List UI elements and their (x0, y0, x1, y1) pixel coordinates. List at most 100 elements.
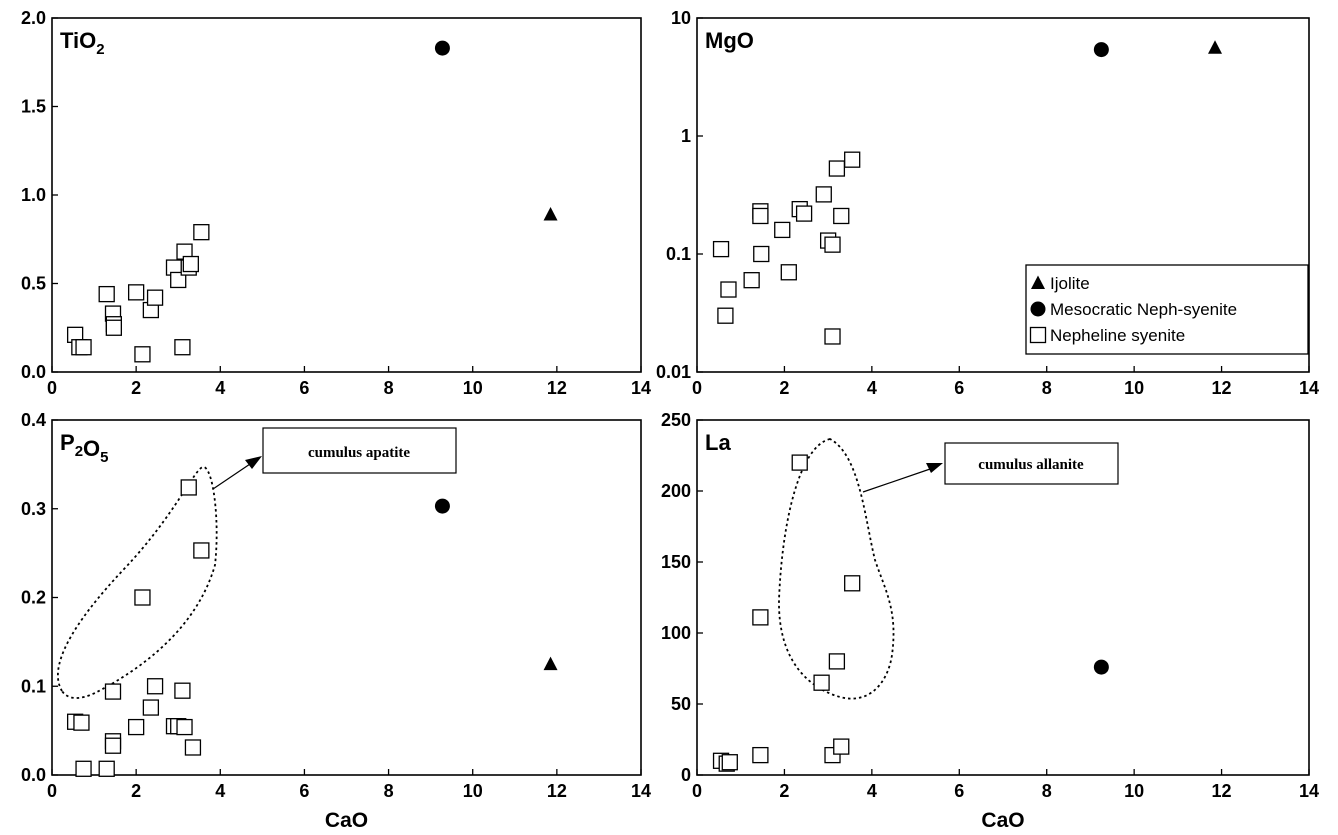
data-point (193, 224, 210, 241)
data-point (180, 479, 197, 496)
series-ijolite (543, 206, 558, 221)
y-tick-label: 0.0 (21, 362, 46, 382)
data-point (75, 339, 92, 356)
data-point (142, 699, 160, 716)
y-tick-label: 0 (681, 765, 691, 785)
x-tick-label: 14 (631, 781, 651, 801)
data-point (174, 339, 191, 356)
y-tick-label: 0.1 (666, 244, 691, 264)
series-mesocratic-neph-syenite (1093, 659, 1109, 675)
data-point (828, 653, 846, 670)
x-axis-title: CaO (981, 809, 1024, 832)
data-point (815, 186, 832, 203)
x-tick-label: 14 (1299, 781, 1319, 801)
data-point (98, 760, 115, 777)
data-point (791, 454, 808, 471)
x-tick-label: 0 (47, 781, 57, 801)
x-tick-label: 14 (631, 378, 651, 398)
data-point (170, 271, 187, 289)
x-tick-label: 6 (299, 781, 309, 801)
y-tick-label: 1.5 (21, 97, 46, 117)
x-tick-label: 2 (131, 378, 141, 398)
x-tick-label: 4 (215, 781, 225, 801)
y-tick-label: 250 (661, 410, 691, 430)
y-tick-label: 1 (681, 126, 691, 146)
series-mesocratic-neph-syenite (434, 498, 450, 514)
data-point (98, 285, 115, 303)
annotation-label: cumulus allanite (978, 457, 1084, 473)
x-tick-label: 4 (867, 781, 877, 801)
plot-frame (51, 17, 642, 373)
x-tick-label: 2 (779, 378, 789, 398)
series-nepheline-syenite (66, 479, 210, 777)
panel-la: 0 2 4 6 8 10 12 14 0 50 100 150 200 250 CaO La cumulus a… (661, 410, 1319, 832)
x-tick-label: 10 (463, 378, 483, 398)
legend-label: Ijolite (1050, 274, 1090, 293)
data-point (134, 346, 151, 363)
data-point (743, 272, 760, 289)
x-tick-label: 12 (547, 378, 567, 398)
y-tick-label: 0.3 (21, 499, 46, 519)
x-tick-label: 12 (1212, 781, 1232, 801)
x-tick-label: 8 (1042, 781, 1052, 801)
data-point (828, 160, 846, 177)
y-tick-label: 0.4 (21, 410, 46, 430)
plot-frame (696, 17, 1310, 373)
series-nepheline-syenite (712, 454, 861, 772)
data-point (127, 718, 145, 736)
x-tick-label: 8 (1042, 378, 1052, 398)
data-point (774, 221, 791, 239)
y-tick-label: 100 (661, 623, 691, 643)
y-tick-label: 150 (661, 552, 691, 572)
annotation-box (944, 442, 1119, 485)
data-point (833, 738, 850, 755)
x-tick-label: 6 (954, 378, 964, 398)
y-tick-label: 0.1 (21, 676, 46, 696)
data-point (434, 40, 450, 56)
arrow-head-icon (245, 456, 262, 469)
y-tick-label: 10 (671, 8, 691, 28)
data-point (795, 205, 813, 222)
plot-frame (696, 419, 1310, 776)
series-ijolite (543, 656, 558, 671)
annotation-label: cumulus apatite (308, 445, 410, 461)
panel-label: P2O5 (60, 430, 109, 466)
x-tick-label: 8 (384, 378, 394, 398)
data-point (75, 760, 92, 777)
panel-label: MgO (705, 28, 754, 53)
data-point (844, 151, 861, 168)
data-point (134, 589, 151, 606)
series-mesocratic-neph-syenite (1093, 42, 1109, 58)
y-tick-label: 200 (661, 481, 691, 501)
x-tick-label: 6 (299, 378, 309, 398)
data-point (73, 714, 90, 731)
y-tick-label: 0.0 (21, 765, 46, 785)
x-tick-label: 2 (779, 781, 789, 801)
x-tick-label: 2 (131, 781, 141, 801)
y-tick-label: 2.0 (21, 8, 46, 28)
data-point (543, 656, 558, 671)
data-point (104, 683, 122, 700)
x-axis-title: CaO (325, 809, 368, 832)
y-tick-label: 50 (671, 694, 691, 714)
panel-label: TiO2 (60, 28, 105, 58)
x-tick-label: 0 (692, 781, 702, 801)
legend-marker (1029, 326, 1047, 344)
data-point (146, 678, 164, 695)
x-tick-label: 12 (547, 781, 567, 801)
x-tick-label: 10 (1124, 378, 1144, 398)
data-point (127, 284, 145, 301)
data-point (1093, 659, 1109, 675)
series-nepheline-syenite (712, 151, 861, 345)
x-tick-label: 0 (692, 378, 702, 398)
panel-tio2: 0 2 4 6 8 10 12 14 0.0 0.5 1.0 1.5 2.0 TiO2 (21, 8, 651, 398)
data-point (434, 498, 450, 514)
data-point (824, 236, 841, 253)
x-tick-label: 4 (215, 378, 225, 398)
data-point (176, 718, 193, 736)
series-mesocratic-neph-syenite (434, 40, 450, 56)
x-tick-label: 4 (867, 378, 877, 398)
data-point (833, 207, 850, 225)
annotation-arrow (862, 467, 934, 493)
y-tick-label: 0.5 (21, 274, 46, 294)
